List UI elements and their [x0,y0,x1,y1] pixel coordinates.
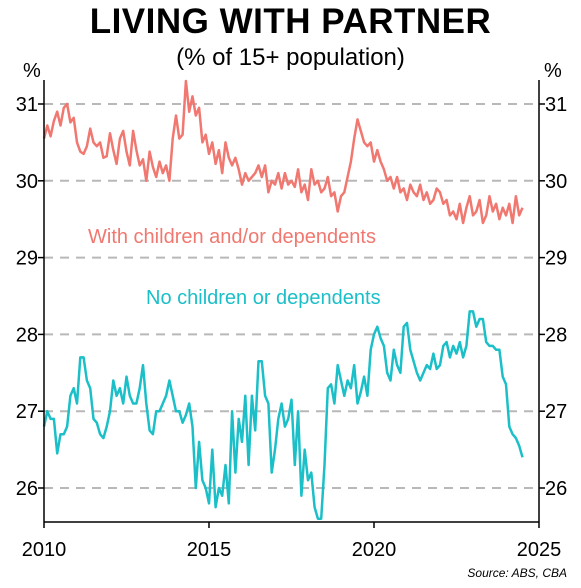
no-children-label: No children or dependents [146,287,381,309]
y-tick-left-27: 27 [16,401,38,423]
y-tick-left-28: 28 [16,324,38,346]
x-tick-label-2010: 2010 [22,539,67,561]
right-unit-label: % [544,60,562,82]
y-tick-left-31: 31 [16,94,38,116]
x-tick-label-2020: 2020 [352,539,397,561]
with-children-label: With children and/or dependents [88,226,376,248]
y-tick-left-26: 26 [16,478,38,500]
x-tick-label-2025: 2025 [517,539,562,561]
y-tick-right-29: 29 [545,248,567,270]
y-tick-left-30: 30 [16,171,38,193]
chart-title: LIVING WITH PARTNER [89,2,492,41]
y-tick-right-27: 27 [545,401,567,423]
y-tick-left-29: 29 [16,248,38,270]
tick-labels: 26 26 27 27 28 28 29 29 30 30 31 31 2010 2015 2020 2025 [16,94,568,561]
axes [43,80,540,523]
x-tick-label-2015: 2015 [187,539,232,561]
y-tick-right-30: 30 [545,171,567,193]
y-tick-right-26: 26 [545,478,567,500]
chart-subtitle: (% of 15+ population) [176,44,405,71]
y-tick-right-28: 28 [545,324,567,346]
series-layer [42,79,524,520]
series-line-with-children [42,79,524,225]
left-unit-label: % [23,60,41,82]
source-note: Source: ABS, CBA [467,566,567,580]
series-line-no-children [42,310,524,520]
y-tick-right-31: 31 [545,94,567,116]
